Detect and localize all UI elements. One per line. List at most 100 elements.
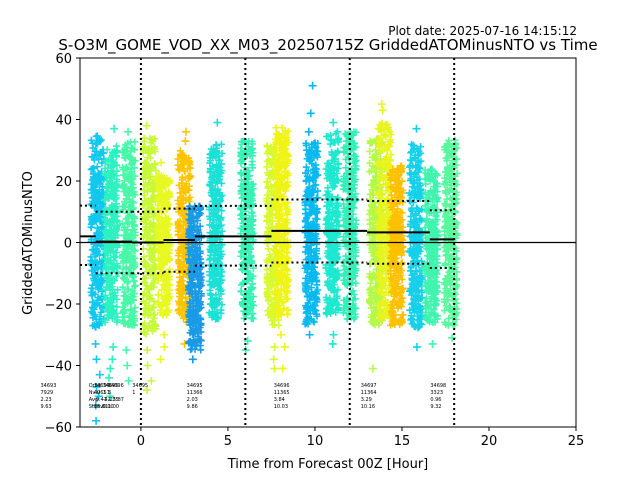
data-point xyxy=(248,208,256,216)
data-point xyxy=(272,188,280,196)
outlier-point xyxy=(270,343,279,352)
data-point xyxy=(176,189,184,197)
data-point xyxy=(113,263,121,271)
data-point xyxy=(274,199,282,207)
data-point xyxy=(112,194,120,202)
point-column xyxy=(301,81,322,339)
data-point xyxy=(210,247,218,255)
data-point xyxy=(174,224,182,232)
data-point xyxy=(129,145,137,153)
data-point xyxy=(120,306,128,314)
data-point xyxy=(186,217,194,225)
data-point xyxy=(119,265,127,273)
data-point xyxy=(192,254,200,262)
data-point xyxy=(210,263,218,271)
outlier-point xyxy=(91,339,100,348)
data-point xyxy=(185,159,193,167)
data-point xyxy=(129,312,137,320)
outlier-point xyxy=(142,121,151,130)
data-point xyxy=(240,168,248,176)
data-point xyxy=(175,260,183,268)
data-point xyxy=(249,310,257,318)
data-point xyxy=(197,292,205,300)
point-column xyxy=(205,118,226,323)
outlier-point xyxy=(304,127,313,136)
outlier-point xyxy=(110,124,119,133)
data-point xyxy=(264,217,272,225)
data-point xyxy=(197,336,205,344)
data-point xyxy=(96,282,104,290)
data-point xyxy=(185,308,193,316)
data-point xyxy=(154,225,162,233)
data-point xyxy=(242,277,250,285)
data-point xyxy=(176,166,184,174)
data-point xyxy=(106,219,114,227)
data-point xyxy=(208,150,216,158)
data-point xyxy=(146,172,154,180)
data-point xyxy=(156,234,164,242)
data-point xyxy=(157,268,165,276)
data-point xyxy=(142,282,150,290)
data-point xyxy=(197,346,205,354)
data-point xyxy=(161,229,169,237)
data-point xyxy=(121,151,129,159)
data-point xyxy=(238,140,246,148)
data-point xyxy=(152,264,160,272)
data-point xyxy=(248,314,256,322)
data-point xyxy=(208,308,216,316)
data-point xyxy=(212,177,220,185)
data-point xyxy=(143,231,151,239)
data-point xyxy=(94,285,102,293)
data-point xyxy=(283,248,291,256)
data-point xyxy=(112,225,120,233)
data-point xyxy=(112,309,120,317)
data-point xyxy=(164,273,172,281)
outlier-point xyxy=(143,361,152,370)
data-point xyxy=(141,213,149,221)
data-point xyxy=(92,198,100,206)
data-point xyxy=(88,292,96,300)
data-point xyxy=(165,253,173,261)
data-point xyxy=(120,198,128,206)
outlier-point xyxy=(123,361,132,370)
data-point xyxy=(165,219,173,227)
data-point xyxy=(109,314,117,322)
point-column xyxy=(153,158,174,364)
data-point xyxy=(272,124,280,132)
data-point xyxy=(93,190,101,198)
data-point xyxy=(277,285,285,293)
y-axis-label: GriddedATOMinusNTO xyxy=(21,171,36,315)
data-point xyxy=(129,180,137,188)
data-point xyxy=(282,295,290,303)
data-point xyxy=(218,149,226,157)
data-point xyxy=(278,269,286,277)
data-point xyxy=(267,283,275,291)
data-point xyxy=(249,180,257,188)
data-point xyxy=(156,306,164,314)
data-point xyxy=(211,185,219,193)
outlier-point xyxy=(94,392,103,401)
data-point xyxy=(263,200,271,208)
data-point xyxy=(131,172,139,180)
data-point xyxy=(207,243,215,251)
data-point xyxy=(123,192,131,200)
data-point xyxy=(174,307,182,315)
data-point xyxy=(131,262,139,270)
data-point xyxy=(184,230,192,238)
data-point xyxy=(284,306,292,314)
data-point xyxy=(125,153,133,161)
data-point xyxy=(274,152,282,160)
data-point xyxy=(273,290,281,298)
outlier-point xyxy=(147,376,156,385)
data-point xyxy=(197,321,205,329)
data-point xyxy=(218,268,226,276)
data-point xyxy=(111,253,119,261)
data-point xyxy=(120,177,128,185)
data-point xyxy=(249,272,257,280)
data-point xyxy=(240,242,248,250)
data-point xyxy=(110,210,118,218)
data-point xyxy=(144,153,152,161)
data-point xyxy=(100,315,108,323)
data-point xyxy=(193,227,201,235)
data-point xyxy=(186,338,194,346)
